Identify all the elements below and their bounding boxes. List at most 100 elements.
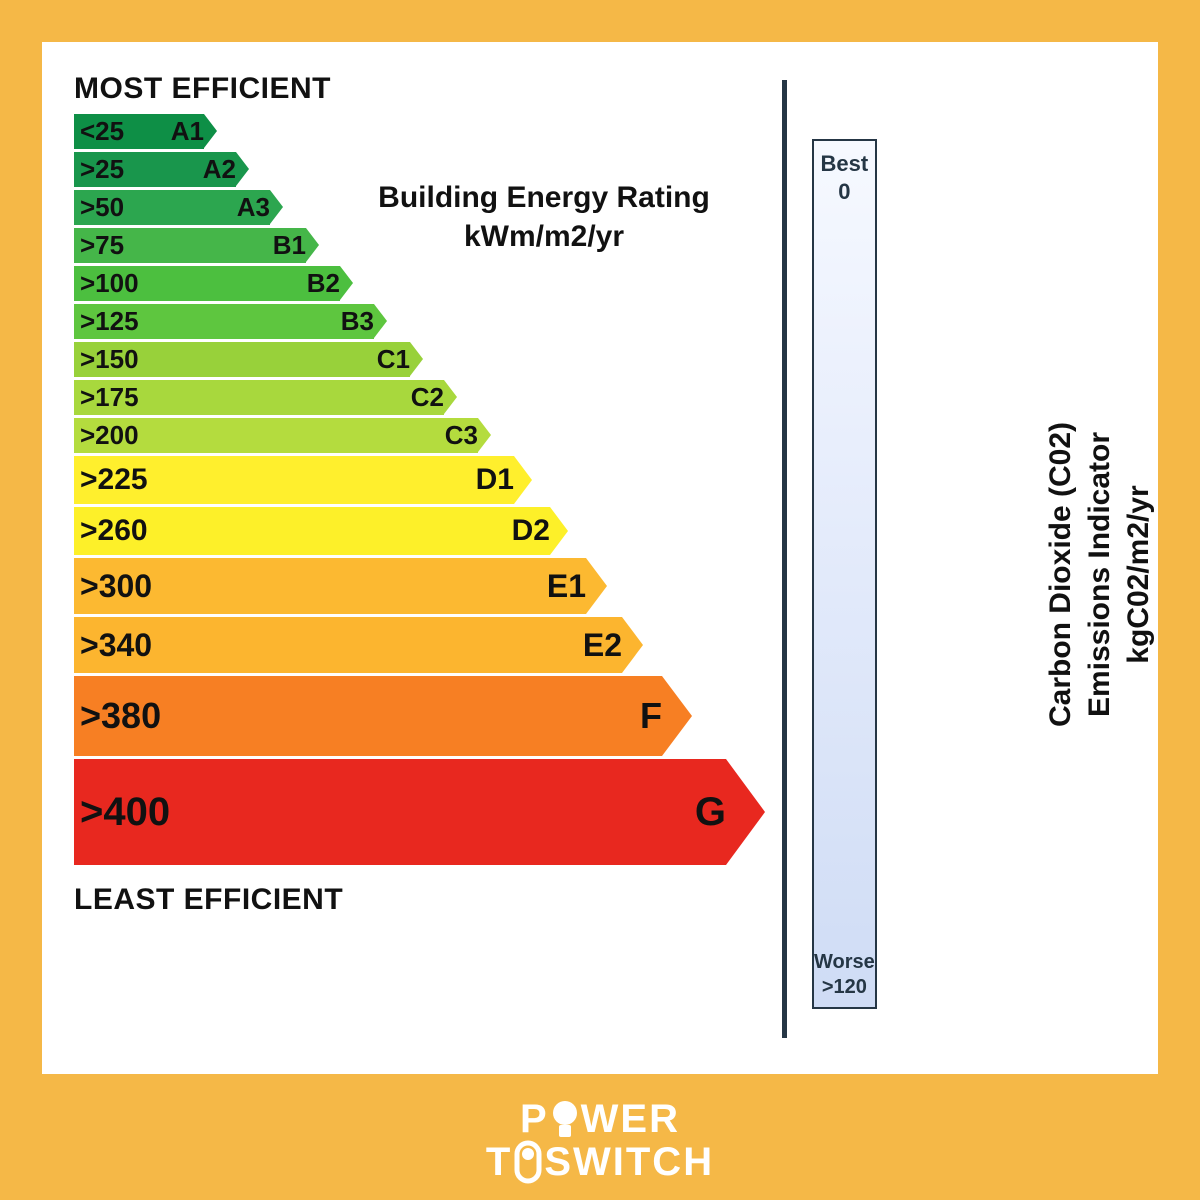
rating-grade: E2: [583, 627, 622, 664]
chevron-right-icon: [662, 676, 692, 756]
chevron-right-icon: [204, 114, 217, 148]
logo-row-2: T SWITCH: [486, 1140, 714, 1184]
bulb-icon: [551, 1101, 579, 1137]
rating-row-e2: >340 E2: [74, 617, 772, 673]
rating-grade: E1: [547, 568, 586, 605]
co2-label-l3: kgC02/m2/yr: [1122, 485, 1155, 663]
co2-label-l1: Carbon Dioxide (C02): [1044, 421, 1077, 726]
rating-row-d1: >225 D1: [74, 456, 772, 504]
logo-r1-prefix: P: [520, 1098, 549, 1140]
rating-grade: A1: [171, 116, 204, 147]
rating-row-b3: >125 B3: [74, 304, 772, 339]
rating-grade: B2: [307, 268, 340, 299]
rating-threshold: >125: [80, 306, 139, 337]
rating-grade: C1: [377, 344, 410, 375]
rating-row-c1: >150 C1: [74, 342, 772, 377]
rating-grade: B3: [341, 306, 374, 337]
rating-bar-e1: >300 E1: [74, 558, 586, 614]
rating-bar-b3: >125 B3: [74, 304, 374, 339]
chevron-right-icon: [236, 152, 249, 186]
co2-worse: Worse >120: [814, 951, 875, 999]
rating-bar-d1: >225 D1: [74, 456, 514, 504]
rating-row-b2: >100 B2: [74, 266, 772, 301]
ber-title-line1: Building Energy Rating: [378, 181, 710, 214]
co2-worse-value: >120: [814, 976, 875, 999]
chevron-right-icon: [586, 558, 607, 614]
rating-threshold: >200: [80, 420, 139, 451]
rating-bar-d2: >260 D2: [74, 507, 550, 555]
rating-threshold: >300: [80, 568, 152, 605]
co2-worse-label: Worse: [814, 951, 875, 974]
rating-threshold: >400: [80, 790, 170, 835]
rating-bar-c1: >150 C1: [74, 342, 410, 377]
logo-r2-suffix: SWITCH: [544, 1141, 714, 1183]
rating-threshold: >75: [80, 230, 124, 261]
rating-threshold: >150: [80, 344, 139, 375]
ber-title: Building Energy Rating kWm/m2/yr: [344, 178, 744, 256]
least-efficient-label: LEAST EFFICIENT: [74, 883, 772, 917]
rating-grade: G: [695, 790, 726, 835]
rating-bar-f: >380 F: [74, 676, 662, 756]
rating-bar-c2: >175C2: [74, 380, 444, 415]
most-efficient-label: MOST EFFICIENT: [74, 72, 772, 106]
chevron-right-icon: [514, 456, 532, 504]
co2-label-l2: Emissions Indicator: [1083, 431, 1116, 716]
ber-title-line2: kWm/m2/yr: [464, 220, 624, 253]
chevron-right-icon: [550, 507, 568, 555]
rating-threshold: >175: [80, 382, 139, 413]
brand-logo: P WER T SWITCH: [486, 1098, 714, 1184]
rating-bar-a1: <25 A1: [74, 114, 204, 149]
card: MOST EFFICIENT <25 A1 >25 A2 >50 A3 >75 B1 >100 B…: [42, 42, 1158, 1074]
rating-bar-b2: >100 B2: [74, 266, 340, 301]
rating-row-a1: <25 A1: [74, 114, 772, 149]
rating-grade: B1: [273, 230, 306, 261]
co2-best: Best 0: [821, 151, 869, 205]
vertical-divider: [782, 80, 787, 1038]
chevron-right-icon: [374, 304, 387, 338]
rating-bar-a2: >25 A2: [74, 152, 236, 187]
rating-bar-a3: >50 A3: [74, 190, 270, 225]
rating-row-f: >380 F: [74, 676, 772, 756]
rating-grade: F: [640, 695, 662, 737]
chevron-right-icon: [726, 759, 765, 865]
logo-row-1: P WER: [520, 1098, 680, 1140]
co2-best-label: Best: [821, 151, 869, 177]
rating-threshold: >340: [80, 627, 152, 664]
rating-grade: C3: [445, 420, 478, 451]
co2-indicator-bar: Best 0 Worse >120: [812, 139, 877, 1009]
logo-r2-prefix: T: [486, 1141, 512, 1183]
rating-row-e1: >300 E1: [74, 558, 772, 614]
switch-icon: [514, 1140, 542, 1184]
rating-threshold: >50: [80, 192, 124, 223]
rating-grade: A2: [203, 154, 236, 185]
rating-row-d2: >260 D2: [74, 507, 772, 555]
rating-grade: D2: [512, 514, 550, 548]
chevron-right-icon: [622, 617, 643, 673]
rating-bar-b1: >75 B1: [74, 228, 306, 263]
logo-r1-suffix: WER: [581, 1098, 680, 1140]
chevron-right-icon: [340, 266, 353, 300]
rating-grade: D1: [476, 463, 514, 497]
chevron-right-icon: [444, 380, 457, 414]
chevron-right-icon: [478, 418, 491, 452]
co2-label: Carbon Dioxide (C02) Emissions Indicator…: [1041, 421, 1158, 726]
rating-threshold: >25: [80, 154, 124, 185]
rating-row-c3: >200 C3: [74, 418, 772, 453]
rating-threshold: >100: [80, 268, 139, 299]
co2-panel: Best 0 Worse >120 Carbon Dioxide (C02) E…: [812, 104, 1132, 1044]
rating-bar-g: >400 G: [74, 759, 726, 865]
rating-grade: A3: [237, 192, 270, 223]
chevron-right-icon: [270, 190, 283, 224]
rating-threshold: >260: [80, 514, 148, 548]
chevron-right-icon: [306, 228, 319, 262]
rating-row-c2: >175C2: [74, 380, 772, 415]
rating-bar-e2: >340 E2: [74, 617, 622, 673]
rating-row-g: >400 G: [74, 759, 772, 865]
ber-panel: MOST EFFICIENT <25 A1 >25 A2 >50 A3 >75 B1 >100 B…: [42, 42, 772, 1074]
rating-bar-c3: >200 C3: [74, 418, 478, 453]
rating-threshold: >380: [80, 695, 161, 737]
co2-best-value: 0: [821, 179, 869, 205]
rating-threshold: <25: [80, 116, 124, 147]
rating-threshold: >225: [80, 463, 148, 497]
co2-label-wrap: Carbon Dioxide (C02) Emissions Indicator…: [877, 139, 1200, 1009]
